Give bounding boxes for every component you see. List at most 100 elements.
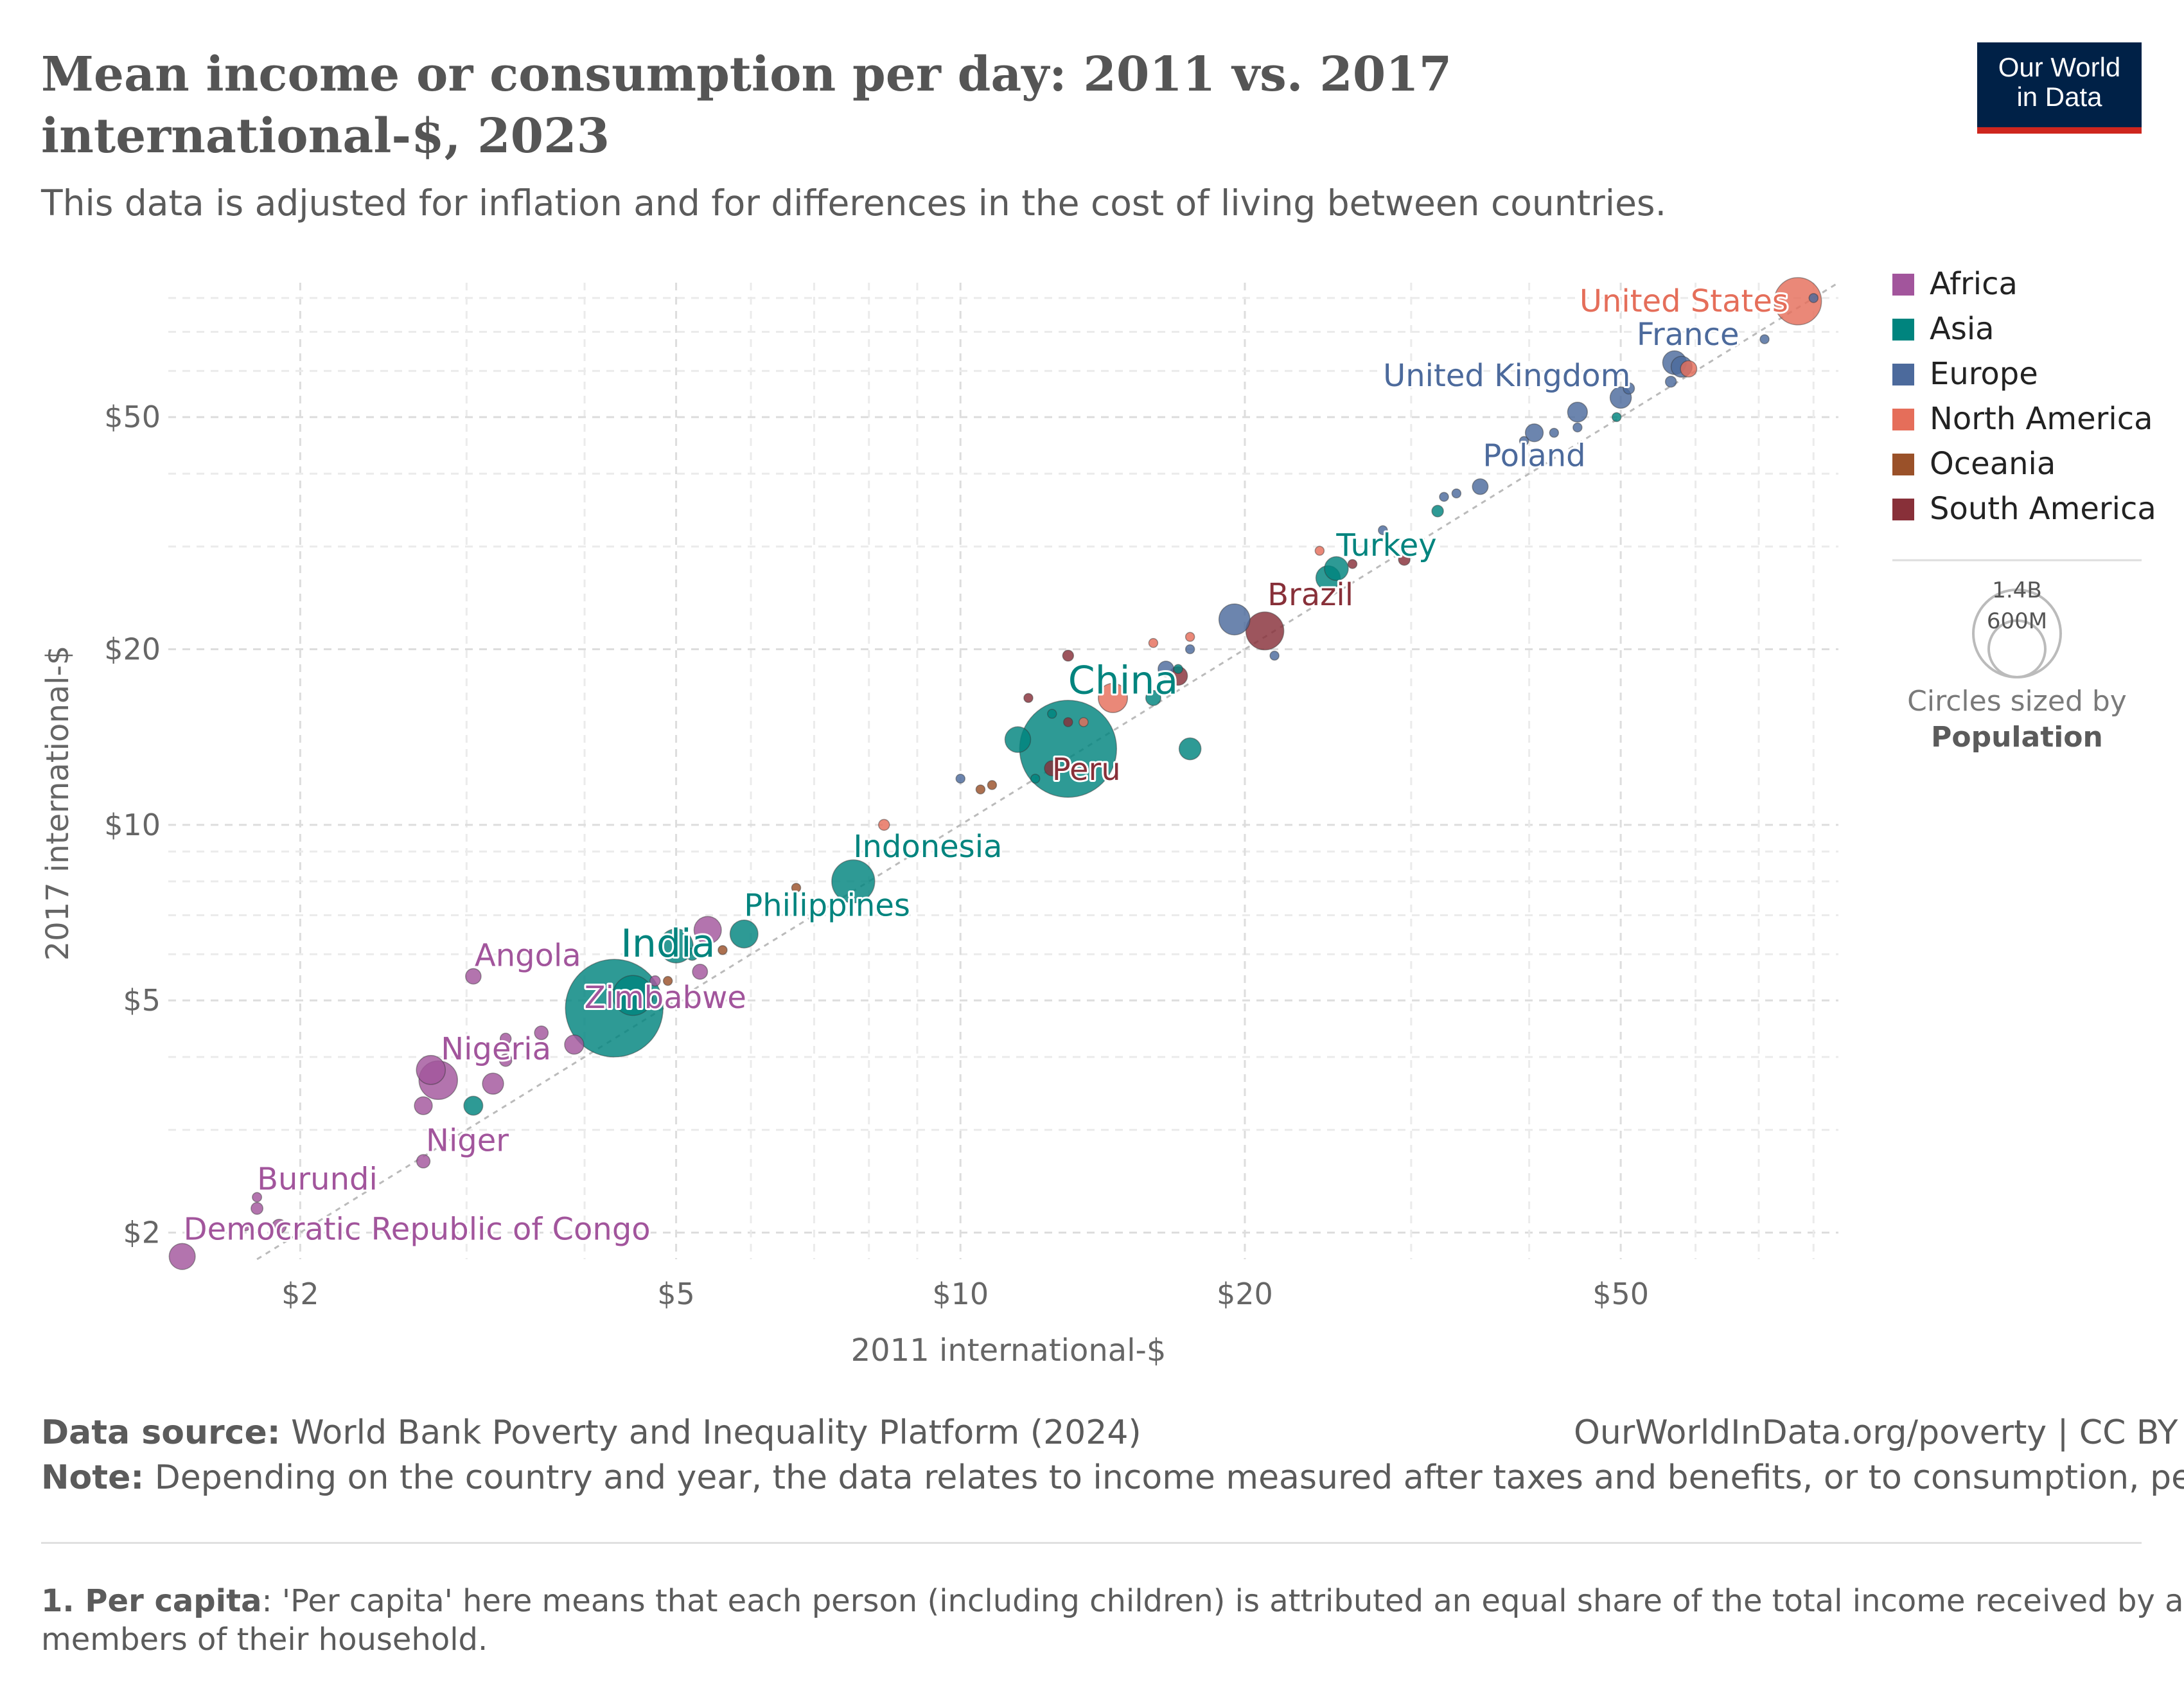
point-sri-lanka[interactable] [685,948,699,961]
point-zimbabwe[interactable] [649,975,661,987]
legend-item-south-america[interactable]: South America [1930,491,2156,527]
point-paraguay[interactable] [1023,693,1034,704]
point-indonesia[interactable] [831,859,876,904]
point-burundi[interactable] [252,1192,263,1203]
point-peru[interactable] [1044,760,1061,777]
owid-logo[interactable]: Our World in Data [1977,42,2142,134]
point-cameroon[interactable] [534,1025,549,1040]
label-niger: Niger [426,1122,509,1158]
point-belarus[interactable] [1184,644,1195,655]
point-angola[interactable] [465,968,482,985]
point-madagascar[interactable] [271,1218,287,1234]
footnote: 1. Per capita: 'Per capita' here means t… [41,1582,2184,1659]
point-portugal[interactable] [1572,422,1583,433]
legend-item-north-america[interactable]: North America [1930,401,2153,437]
label-united-states: United States [1580,283,1788,319]
point-senegal[interactable] [499,1032,512,1045]
point-philippines[interactable] [729,919,759,949]
point-kazakhstan[interactable] [1431,504,1444,518]
y-tick-label: $2 [123,1215,161,1250]
chart-subtitle: This data is adjusted for inflation and … [41,182,1667,224]
y-tick-label: $20 [104,632,161,667]
label-china: China [1068,659,1178,704]
point-vietnam[interactable] [1004,726,1032,753]
point-italy[interactable] [1567,402,1589,423]
point-ghana[interactable] [692,964,709,980]
legend-swatch-north-america [1892,409,1914,430]
y-tick-label: $5 [123,983,161,1018]
point-serbia[interactable] [1269,650,1280,661]
legend-item-oceania[interactable]: Oceania [1930,446,2056,482]
point-spain[interactable] [1524,423,1544,443]
point-turkey[interactable] [1324,556,1349,581]
point-vanuatu[interactable] [718,944,728,955]
x-tick-label: $10 [932,1277,989,1311]
point-pakistan[interactable] [612,975,654,1016]
point-ecuador[interactable] [1062,650,1075,662]
point-mexico[interactable] [1098,682,1129,713]
point-norway[interactable] [1808,293,1819,303]
legend-swatch-south-america [1892,499,1914,520]
point-myanmar[interactable] [463,1095,484,1116]
label-nigeria: Nigeria [441,1031,551,1067]
point-egypt[interactable] [693,916,722,944]
point-dominican-republic[interactable] [1148,638,1159,648]
point-uganda[interactable] [414,1096,433,1115]
chart-title: Mean income or consumption per day: 2011… [41,47,1452,164]
point-armenia[interactable] [1030,774,1041,784]
point-malaysia[interactable] [1145,689,1161,706]
point-mali[interactable] [498,1053,513,1067]
point-papua-new-guinea[interactable] [662,976,673,986]
point-panama[interactable] [1314,545,1325,556]
point-democratic-republic-of-congo[interactable] [168,1243,196,1270]
point-israel[interactable] [1611,412,1622,422]
point-uruguay[interactable] [1347,559,1358,569]
point-samoa[interactable] [791,883,802,893]
point-croatia[interactable] [1439,491,1449,502]
point-russia[interactable] [1218,603,1251,635]
point-tanzania[interactable] [482,1072,504,1095]
label-indonesia: Indonesia [853,829,1002,865]
point-greece[interactable] [1519,436,1529,447]
point-mongolia[interactable] [1047,709,1057,719]
point-poland[interactable] [1472,478,1489,495]
point-czechia[interactable] [1549,427,1560,438]
point-georgia[interactable] [1173,664,1183,675]
point-costa-rica[interactable] [1184,632,1195,642]
grid [168,283,1838,1259]
point-guatemala[interactable] [877,819,890,831]
legend-item-africa[interactable]: Africa [1930,266,2018,302]
point-canada[interactable] [1680,360,1698,378]
legend-item-asia[interactable]: Asia [1930,311,1995,347]
legend-item-europe[interactable]: Europe [1930,356,2038,392]
point-thailand[interactable] [1178,737,1202,761]
axis-ticks: $2 $5 $10 $20 $50 $2 $5 $10 $20 $50 [104,400,1649,1311]
point-tonga[interactable] [987,780,998,790]
point-el-salvador[interactable] [1079,717,1089,727]
logo-line-2: in Data [2016,82,2102,112]
point-united-states[interactable] [1774,277,1822,326]
point-hungary[interactable] [1451,488,1462,499]
y-tick-label: $10 [104,808,161,842]
point-albania[interactable] [955,774,965,784]
point-netherlands[interactable] [1664,375,1677,388]
point-fiji[interactable] [975,784,986,795]
point-romania[interactable] [1623,382,1635,395]
point-malawi[interactable] [251,1201,264,1215]
x-tick-label: $50 [1592,1277,1649,1311]
point-ethiopia[interactable] [416,1055,446,1085]
point-kenya[interactable] [564,1034,585,1055]
point-brazil[interactable] [1245,611,1285,651]
point-switzerland[interactable] [1759,334,1770,344]
size-caption-bold: Population [1931,721,2103,754]
point-central-african-republic[interactable] [240,1221,251,1232]
label-india: India [621,921,715,966]
point-bolivia[interactable] [1063,717,1073,727]
point-latvia[interactable] [1378,525,1388,535]
point-bangladesh[interactable] [658,928,694,964]
point-chile[interactable] [1398,553,1411,566]
point-niger[interactable] [416,1154,431,1169]
source-url[interactable]: OurWorldInData.org/poverty | CC BY [1574,1413,2178,1452]
